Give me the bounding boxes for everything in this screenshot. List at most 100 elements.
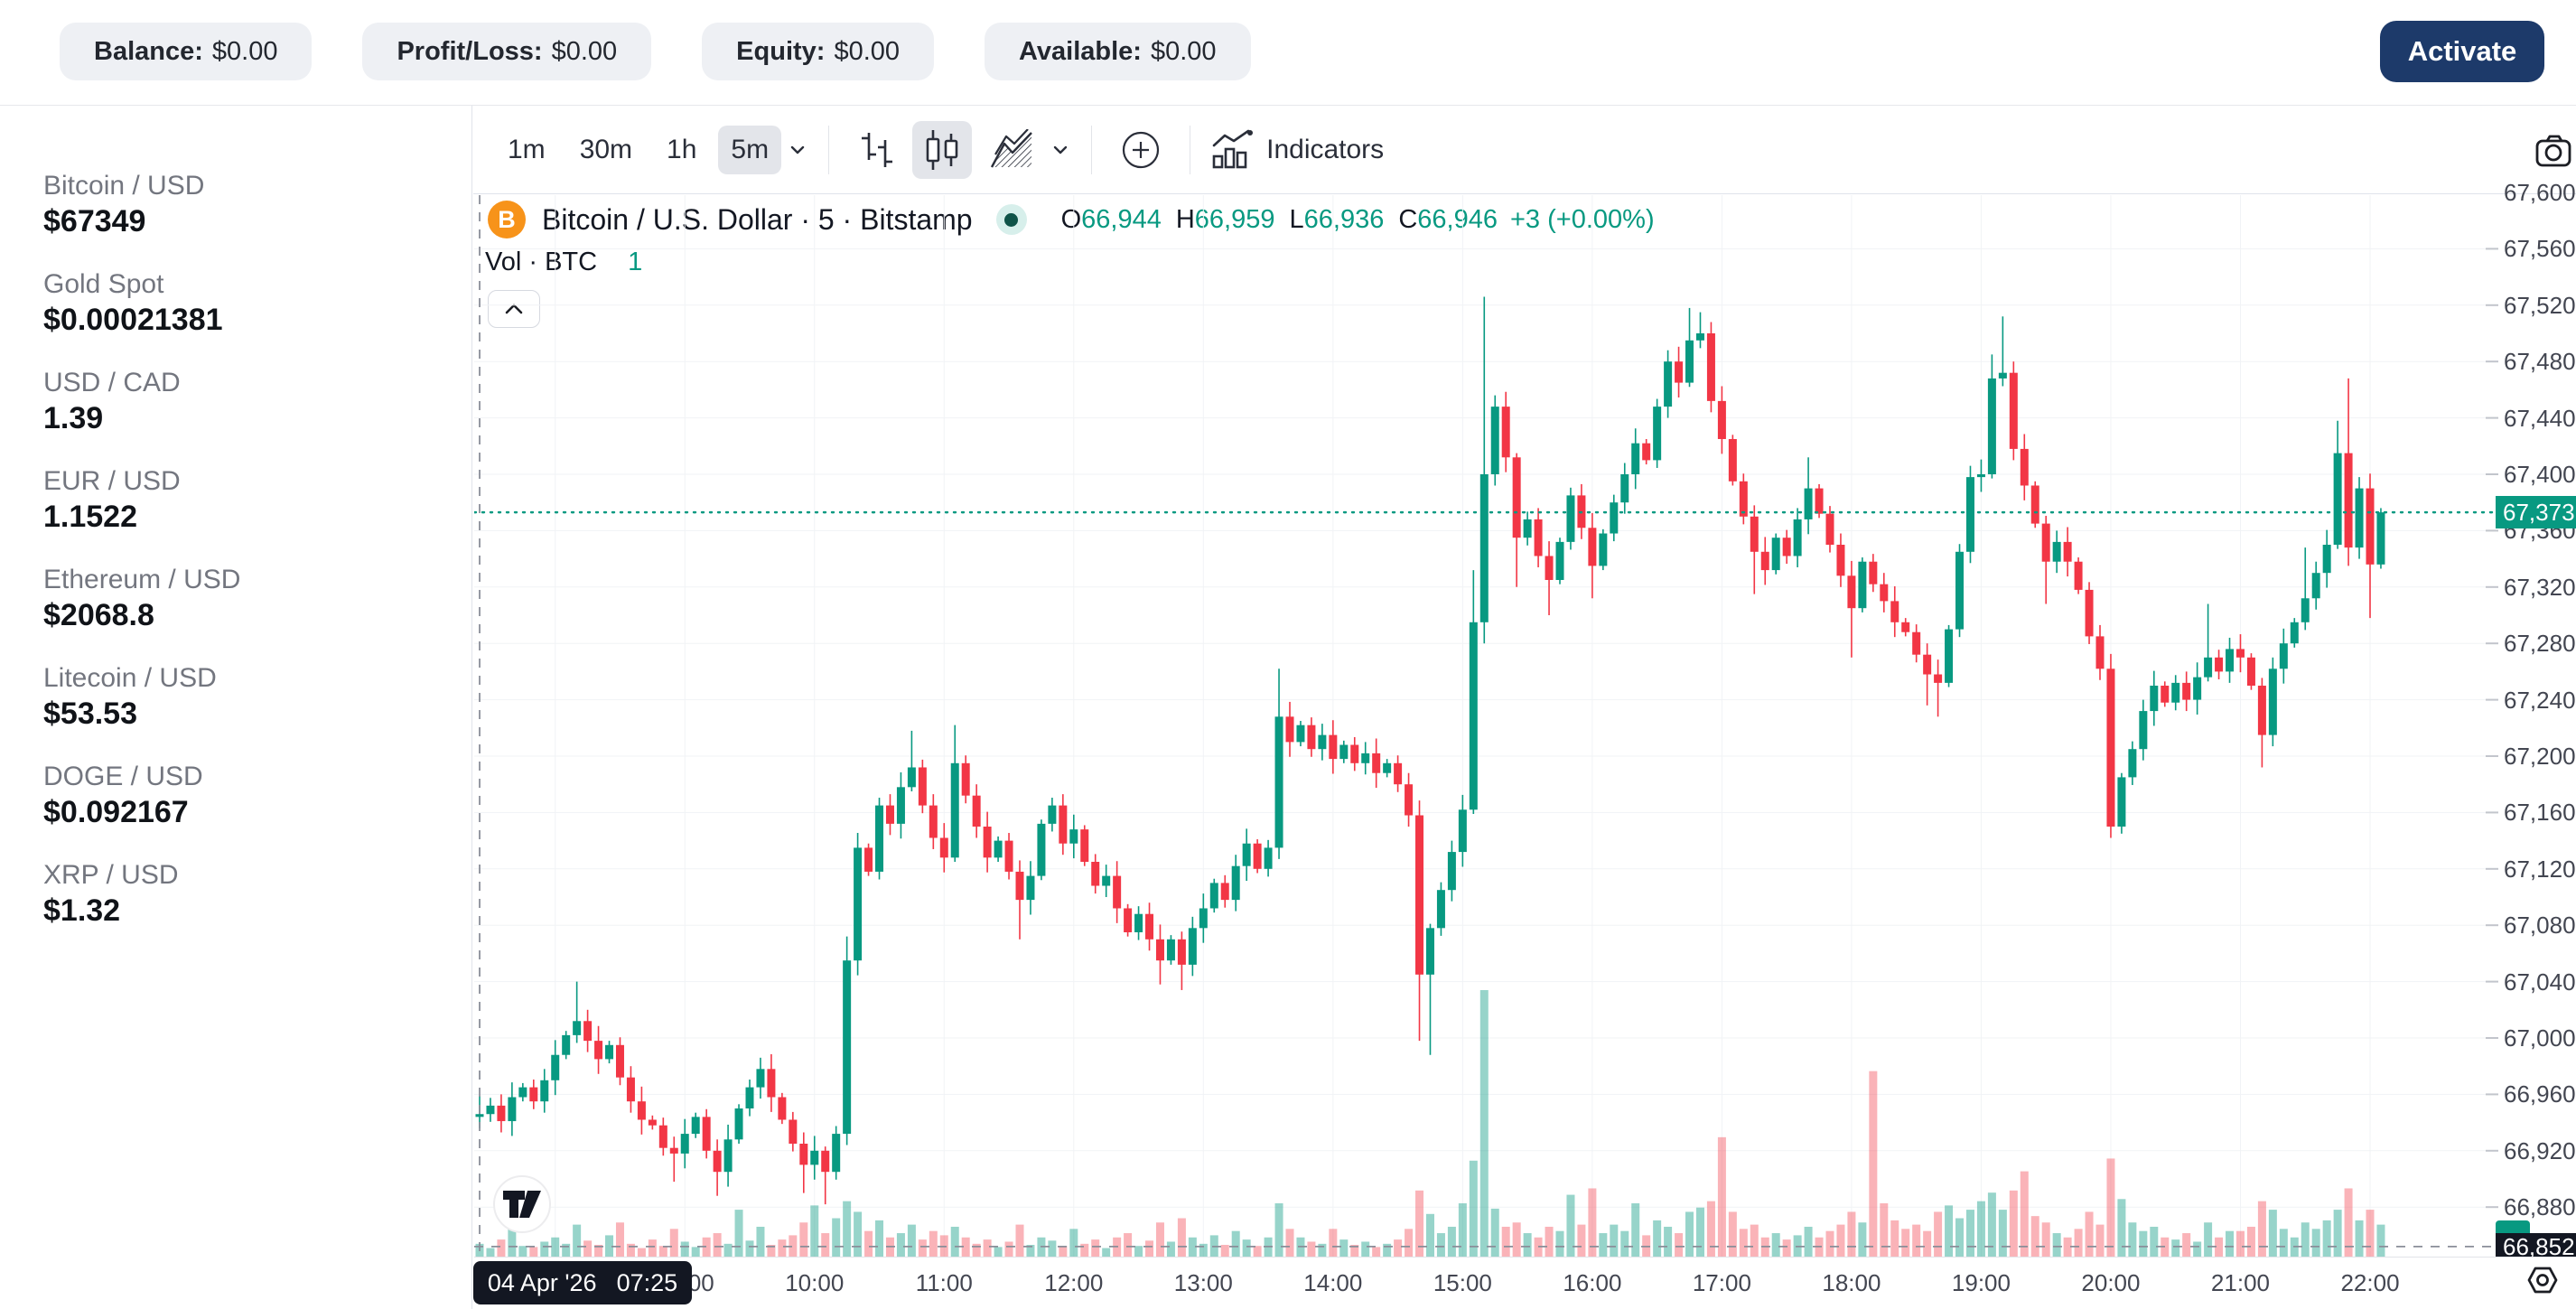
price-axis-label: 67,480 bbox=[2504, 348, 2576, 376]
ohlc-key: C bbox=[1398, 204, 1418, 234]
candle-body bbox=[1610, 502, 1619, 534]
candle-body bbox=[2355, 488, 2364, 548]
candle-body bbox=[961, 762, 970, 796]
volume-bar bbox=[2106, 1158, 2115, 1257]
candle-body bbox=[658, 1125, 667, 1148]
indicators-label: Indicators bbox=[1266, 134, 1385, 164]
candle-body bbox=[1383, 762, 1392, 773]
account-chip: Equity: $0.00 bbox=[702, 23, 935, 80]
watchlist-item[interactable]: Ethereum / USD $2068.8 bbox=[43, 563, 471, 633]
indicators-button[interactable]: Indicators bbox=[1210, 129, 1384, 171]
watchlist-item[interactable]: EUR / USD 1.1522 bbox=[43, 464, 471, 535]
ohlc-key: H bbox=[1175, 204, 1195, 234]
symbol-title[interactable]: Bitcoin / U.S. Dollar · 5 · Bitstamp bbox=[542, 202, 973, 236]
watchlist-item[interactable]: XRP / USD $1.32 bbox=[43, 858, 471, 929]
candle-body bbox=[1124, 908, 1133, 932]
candle-body bbox=[1318, 734, 1327, 750]
price-axis-label: 67,320 bbox=[2504, 573, 2576, 601]
candle-body bbox=[1750, 516, 1759, 552]
price-axis-label: 67,560 bbox=[2504, 235, 2576, 263]
volume-bar bbox=[1231, 1230, 1240, 1257]
candle-body bbox=[1976, 474, 1985, 478]
watchlist-item[interactable]: Gold Spot $0.00021381 bbox=[43, 267, 471, 338]
candle-body bbox=[885, 805, 894, 824]
interval-button-30m[interactable]: 30m bbox=[579, 134, 633, 164]
candle-body bbox=[583, 1021, 593, 1042]
price-axis-label: 66,960 bbox=[2504, 1080, 2576, 1108]
market-status-dot-icon[interactable] bbox=[995, 204, 1027, 235]
candlestick-chart-button[interactable] bbox=[912, 120, 973, 179]
candle-body bbox=[1685, 340, 1694, 383]
instrument-name: USD / CAD bbox=[43, 368, 181, 397]
ohlc-key: L bbox=[1289, 204, 1304, 234]
volume-bar bbox=[1610, 1224, 1619, 1257]
candlestick-chart-canvas[interactable] bbox=[474, 195, 2576, 1309]
watchlist-item[interactable]: USD / CAD 1.39 bbox=[43, 366, 471, 436]
candle-body bbox=[854, 847, 863, 961]
candle-body bbox=[2150, 686, 2159, 712]
tradingview-logo[interactable] bbox=[493, 1175, 551, 1233]
volume-bar bbox=[1415, 1190, 1424, 1257]
candle-body bbox=[2063, 541, 2072, 562]
candle-body bbox=[734, 1108, 743, 1140]
candle-body bbox=[896, 787, 905, 824]
candle-body bbox=[1436, 890, 1445, 929]
price-axis-label: 67,000 bbox=[2504, 1024, 2576, 1052]
instrument-price: $67349 bbox=[43, 204, 146, 238]
camera-icon[interactable] bbox=[2534, 133, 2574, 173]
candle-body bbox=[1059, 805, 1068, 844]
candlestick-chart-icon bbox=[926, 129, 958, 170]
candle-body bbox=[1307, 725, 1316, 750]
time-axis[interactable]: 08:0009:0010:0011:0012:0013:0014:0015:00… bbox=[473, 1257, 2576, 1309]
volume-bar bbox=[1069, 1229, 1078, 1257]
time-axis-label: 21:00 bbox=[2210, 1269, 2271, 1296]
interval-chevron-icon[interactable] bbox=[787, 139, 808, 161]
volume-bar bbox=[1566, 1194, 1575, 1257]
candle-body bbox=[2235, 649, 2245, 658]
price-axis-label: 67,440 bbox=[2504, 404, 2576, 432]
candle-body bbox=[1869, 561, 1878, 584]
interval-button-1m[interactable]: 1m bbox=[508, 134, 546, 164]
price-axis-label: 67,040 bbox=[2504, 968, 2576, 996]
volume-bar bbox=[907, 1224, 916, 1257]
watchlist-item[interactable]: DOGE / USD $0.092167 bbox=[43, 760, 471, 830]
collapse-legend-button[interactable] bbox=[488, 290, 540, 328]
volume-bar bbox=[1695, 1207, 1704, 1257]
volume-bar bbox=[1307, 1241, 1316, 1257]
settings-icon[interactable] bbox=[2525, 1265, 2560, 1300]
watchlist-item[interactable]: Litecoin / USD $53.53 bbox=[43, 661, 471, 732]
volume-bar bbox=[2311, 1229, 2320, 1257]
volume-bar bbox=[1825, 1230, 1834, 1257]
volume-bar bbox=[1274, 1203, 1283, 1257]
candle-body bbox=[1134, 913, 1143, 932]
candle-body bbox=[1166, 939, 1175, 961]
bars-chart-button[interactable] bbox=[849, 122, 905, 178]
interval-button-1h[interactable]: 1h bbox=[667, 134, 697, 164]
volume-bar bbox=[605, 1235, 614, 1257]
volume-bar bbox=[756, 1226, 765, 1257]
volume-bar bbox=[1199, 1243, 1208, 1257]
volume-bar bbox=[1631, 1203, 1640, 1257]
instrument-name: EUR / USD bbox=[43, 466, 181, 496]
area-chart-button[interactable] bbox=[979, 122, 1044, 178]
activate-button[interactable]: Activate bbox=[2380, 21, 2544, 82]
interval-button-5m[interactable]: 5m bbox=[718, 125, 782, 174]
price-axis-label: 67,280 bbox=[2504, 630, 2576, 658]
candle-body bbox=[680, 1134, 689, 1154]
chart-type-chevron-icon[interactable] bbox=[1050, 139, 1071, 161]
candle-body bbox=[2106, 669, 2115, 827]
volume-bar bbox=[1945, 1205, 1954, 1257]
price-axis[interactable]: 67,600 67,560 67,520 67,480 67,440 67,400 67,3… bbox=[2496, 179, 2576, 1260]
volume-bar bbox=[1155, 1222, 1164, 1257]
watchlist-item[interactable]: Bitcoin / USD $67349 bbox=[43, 169, 471, 239]
volume-bar bbox=[1912, 1224, 1921, 1257]
time-axis-label: 10:00 bbox=[785, 1269, 845, 1296]
ohlc-value: 66,944 bbox=[1081, 204, 1162, 234]
volume-bar bbox=[2204, 1222, 2213, 1257]
compare-button[interactable] bbox=[1112, 123, 1170, 177]
candle-body bbox=[1026, 875, 1035, 901]
price-axis-label: 67,600 bbox=[2504, 179, 2576, 206]
volume-bar bbox=[691, 1247, 700, 1257]
candle-body bbox=[1965, 477, 1974, 552]
area-chart-icon bbox=[991, 128, 1032, 168]
